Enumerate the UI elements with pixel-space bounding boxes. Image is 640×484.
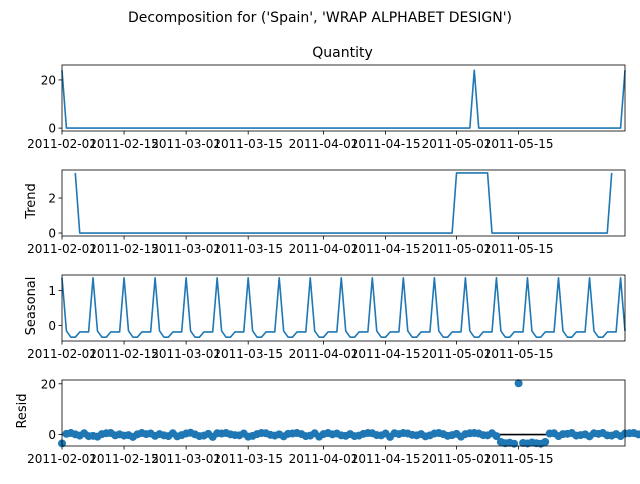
quantity-xtick-label-5: 2011-04-15 — [351, 137, 421, 151]
quantity-xtick-label-2: 2011-03-01 — [151, 137, 221, 151]
seasonal-xtick-label-2: 2011-03-01 — [151, 347, 221, 361]
trend-xtick-label-1: 2011-02-15 — [89, 242, 159, 256]
trend-xtick-label-3: 2011-03-15 — [213, 242, 283, 256]
trend-xtick-label-0: 2011-02-01 — [27, 242, 97, 256]
quantity-xtick-label-6: 2011-05-01 — [422, 137, 492, 151]
trend-xtick-label-7: 2011-05-15 — [484, 242, 554, 256]
quantity-xtick-label-7: 2011-05-15 — [484, 137, 554, 151]
resid-point-98 — [492, 432, 501, 441]
quantity-xtick-label-1: 2011-02-15 — [89, 137, 159, 151]
resid-xtick-label-3: 2011-03-15 — [213, 452, 283, 466]
seasonal-xtick-label-3: 2011-03-15 — [213, 347, 283, 361]
seasonal-xtick-label-1: 2011-02-15 — [89, 347, 159, 361]
quantity-xtick-label-3: 2011-03-15 — [213, 137, 283, 151]
resid-xtick-label-1: 2011-02-15 — [89, 452, 159, 466]
resid-point-102 — [510, 439, 519, 448]
resid-point-103 — [514, 379, 523, 388]
ylabel-resid: Resid — [15, 393, 30, 428]
ylabel-trend: Trend — [24, 183, 39, 220]
trend-xtick-label-4: 2011-04-01 — [289, 242, 359, 256]
quantity-ytick-label-0: 0 — [48, 122, 56, 136]
trend-xtick-label-6: 2011-05-01 — [422, 242, 492, 256]
resid-ytick-label-0: 0 — [48, 428, 56, 442]
seasonal-xtick-label-6: 2011-05-01 — [422, 347, 492, 361]
resid-xtick-label-5: 2011-04-15 — [351, 452, 421, 466]
resid-point-109 — [541, 437, 550, 446]
quantity-xtick-label-4: 2011-04-01 — [289, 137, 359, 151]
trend-axes-frame — [61, 169, 626, 237]
seasonal-xtick-label-7: 2011-05-15 — [484, 347, 554, 361]
seasonal-ytick-label-0: 0 — [48, 319, 56, 333]
resid-xtick-label-2: 2011-03-01 — [151, 452, 221, 466]
quantity-ytick-label-1: 20 — [41, 73, 56, 87]
resid-axes-frame — [61, 379, 626, 447]
seasonal-xtick-label-5: 2011-04-15 — [351, 347, 421, 361]
trend-ytick-label-1: 2 — [48, 192, 56, 206]
seasonal-axes-frame — [61, 274, 626, 342]
resid-xtick-label-6: 2011-05-01 — [422, 452, 492, 466]
quantity-series-line — [61, 69, 626, 129]
quantity-xtick-label-0: 2011-02-01 — [27, 137, 97, 151]
resid-ytick-label-1: 20 — [41, 377, 56, 391]
seasonal-xtick-label-4: 2011-04-01 — [289, 347, 359, 361]
resid-xtick-label-4: 2011-04-01 — [289, 452, 359, 466]
seasonal-ytick-label-1: 1 — [48, 284, 56, 298]
trend-ytick-label-0: 0 — [48, 227, 56, 241]
resid-point-130 — [634, 430, 640, 439]
figure-suptitle: Decomposition for ('Spain', 'WRAP ALPHAB… — [128, 10, 512, 26]
seasonal-series-line — [61, 276, 626, 338]
ylabel-seasonal: Seasonal — [24, 277, 39, 336]
quantity-axes-frame — [61, 64, 626, 132]
trend-xtick-label-2: 2011-03-01 — [151, 242, 221, 256]
trend-series-line — [74, 172, 613, 234]
resid-xtick-label-7: 2011-05-15 — [484, 452, 554, 466]
resid-xtick-label-0: 2011-02-01 — [27, 452, 97, 466]
seasonal-xtick-label-0: 2011-02-01 — [27, 347, 97, 361]
panel-title-quantity: Quantity — [312, 45, 373, 61]
trend-xtick-label-5: 2011-04-15 — [351, 242, 421, 256]
